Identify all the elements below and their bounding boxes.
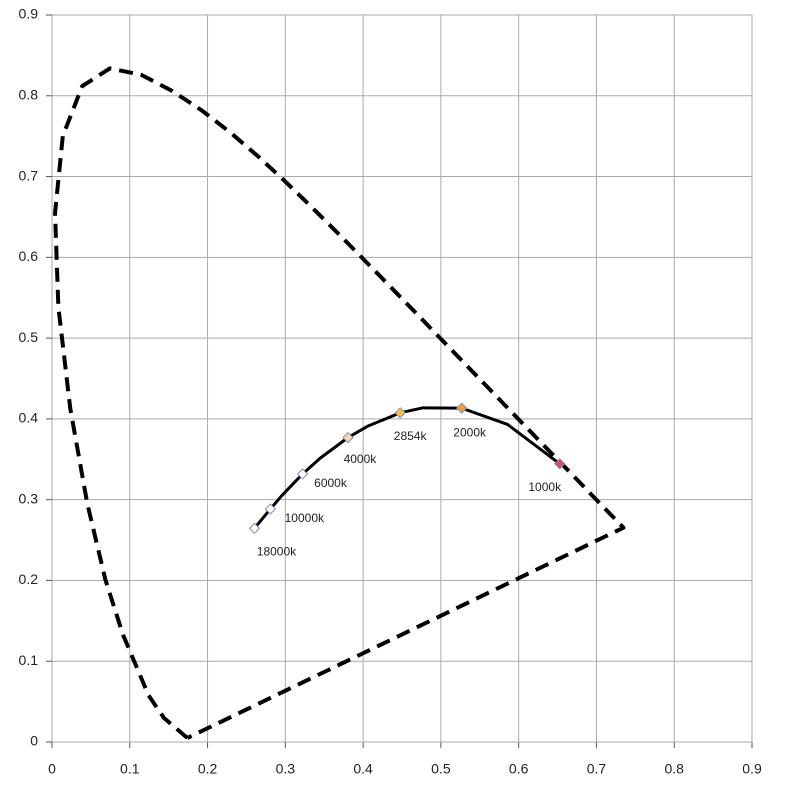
- x-tick-label: 0.6: [509, 761, 529, 777]
- y-tick-label: 0.5: [19, 329, 39, 345]
- y-tick-label: 0.6: [19, 248, 39, 264]
- point: [248, 522, 261, 535]
- point: [296, 468, 309, 480]
- y-tick-label: 0.4: [19, 410, 39, 426]
- planckian-locus: [253, 406, 561, 530]
- x-tick-label: 0.4: [353, 761, 373, 777]
- x-tick-label: 0.8: [664, 761, 684, 777]
- point: [455, 402, 468, 414]
- point-label: 6000k: [314, 476, 348, 490]
- y-tick-label: 0.1: [19, 652, 39, 668]
- x-tick-label: 0: [48, 761, 56, 777]
- plot-area: [51, 14, 753, 743]
- y-tick-label: 0.3: [19, 490, 39, 506]
- point-label: 2854k: [394, 429, 428, 443]
- point-label: 10000k: [285, 511, 325, 525]
- y-tick-label: 0.9: [19, 6, 39, 22]
- x-tick-label: 0.2: [198, 761, 218, 777]
- x-tick-label: 0.5: [431, 761, 451, 777]
- x-tick-label: 0.1: [120, 761, 140, 777]
- x-tick-label: 0.3: [276, 761, 296, 777]
- point-label: 18000k: [257, 545, 297, 559]
- spectral-locus: [53, 66, 626, 740]
- x-tick-label: 0.9: [742, 761, 762, 777]
- x-tick-label: 0.7: [587, 761, 607, 777]
- y-tick-label: 0.8: [19, 86, 39, 102]
- y-tick-label: 0.7: [19, 167, 39, 183]
- y-tick-label: 0: [30, 733, 38, 749]
- point-label: 4000k: [344, 452, 378, 466]
- point: [264, 503, 277, 515]
- point: [342, 431, 354, 444]
- y-tick-label: 0.2: [19, 571, 39, 587]
- point: [394, 407, 406, 419]
- point-label: 1000k: [528, 480, 562, 494]
- point: [554, 458, 566, 470]
- point-label: 2000k: [453, 425, 487, 439]
